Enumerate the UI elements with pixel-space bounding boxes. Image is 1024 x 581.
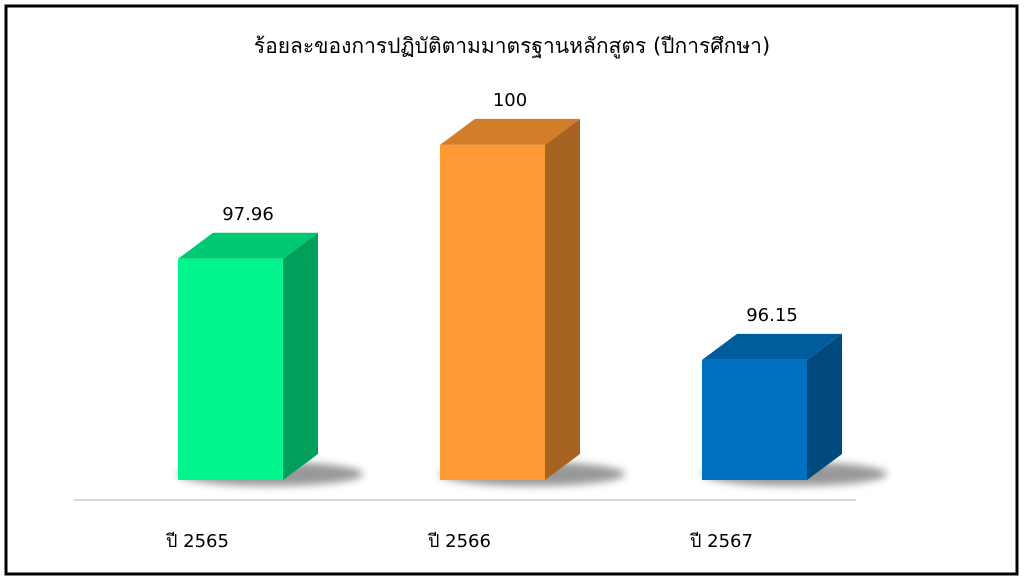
x-tick-label: ปี 2566 bbox=[428, 531, 491, 552]
data-label: 96.15 bbox=[746, 305, 798, 326]
bar-front bbox=[702, 359, 807, 480]
bar-top bbox=[440, 118, 580, 145]
bar bbox=[178, 232, 318, 480]
x-tick-label: ปี 2565 bbox=[166, 531, 229, 552]
bar-top bbox=[702, 333, 842, 360]
bar-side bbox=[545, 118, 580, 480]
data-label: 97.96 bbox=[222, 204, 274, 225]
bar-front bbox=[440, 144, 545, 480]
bar-front bbox=[178, 258, 283, 480]
bar bbox=[440, 118, 580, 480]
data-label: 100 bbox=[493, 90, 527, 111]
chart-title: ร้อยละของการปฏิบัติตามมาตรฐานหลักสูตร (ป… bbox=[254, 34, 770, 59]
bar-top bbox=[178, 232, 318, 259]
bar bbox=[702, 333, 842, 480]
bar-side bbox=[807, 333, 842, 480]
x-tick-label: ปี 2567 bbox=[690, 531, 753, 552]
bar-side bbox=[283, 232, 318, 480]
